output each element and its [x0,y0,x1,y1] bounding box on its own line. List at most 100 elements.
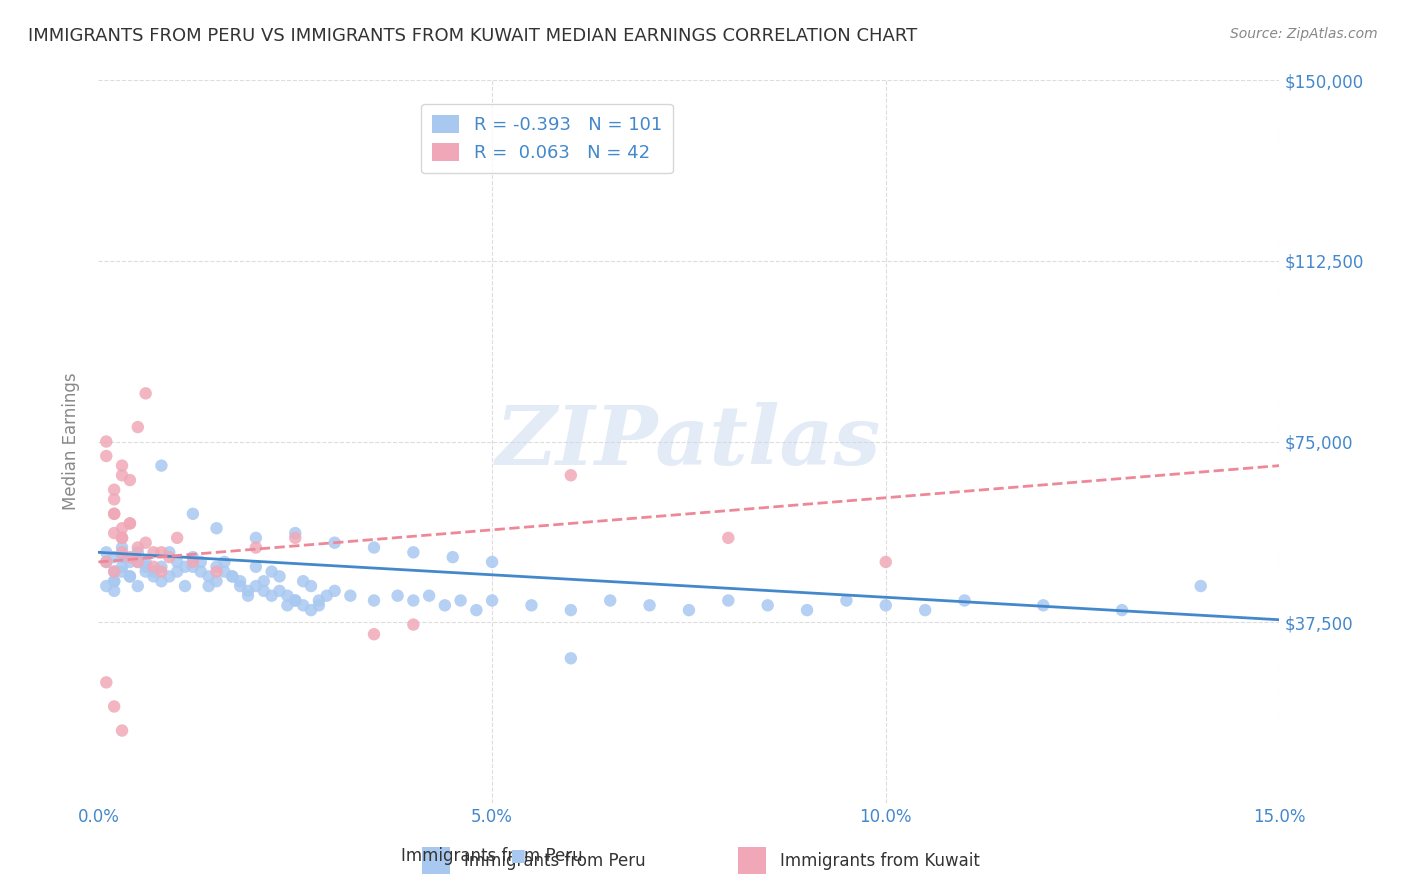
Point [323,535,346,549]
Point [142,559,165,574]
Point [284,526,307,541]
Point [214,555,236,569]
Point [96,579,118,593]
Point [441,550,464,565]
Point [111,723,134,738]
Point [111,458,134,473]
Point [166,531,188,545]
Point [118,516,141,531]
Point [276,589,298,603]
Point [205,565,228,579]
Point [103,565,125,579]
Point [96,449,118,463]
Point [260,565,283,579]
Point [418,589,440,603]
Point [481,555,503,569]
Point [142,545,165,559]
Point [245,559,267,574]
Point [111,550,134,565]
Point [221,569,243,583]
Point [190,555,212,569]
Point [197,569,219,583]
Point [150,545,173,559]
Point [111,545,134,559]
Point [560,468,582,483]
Point [103,699,125,714]
Point [103,550,125,565]
Point [253,574,276,589]
Point [135,565,157,579]
Point [363,593,385,607]
Point [292,599,315,613]
Point [308,599,330,613]
Point [402,593,425,607]
Point [127,420,149,434]
Point [103,483,125,497]
Legend: R = -0.393   N = 101, R =  0.063   N = 42: R = -0.393 N = 101, R = 0.063 N = 42 [422,103,673,173]
Point [135,559,157,574]
Point [181,555,204,569]
Point [717,593,740,607]
Point [135,535,157,549]
Point [111,565,134,579]
Point [299,579,322,593]
Point [402,617,425,632]
Point [157,550,180,565]
Point [103,574,125,589]
Point [118,555,141,569]
Point [111,559,134,574]
Point [450,593,472,607]
Point [236,583,259,598]
Point [157,545,180,559]
Text: Immigrants from Peru: Immigrants from Peru [401,847,583,865]
Point [103,565,125,579]
Point [205,521,228,535]
Point [292,574,315,589]
Point [118,550,141,565]
Point [118,473,141,487]
Point [135,386,157,401]
Point [150,559,173,574]
Bar [422,847,450,874]
Point [308,593,330,607]
Point [96,555,118,569]
Point [835,593,858,607]
Point [214,565,236,579]
Point [221,569,243,583]
Point [127,579,149,593]
Point [1032,599,1054,613]
Y-axis label: Median Earnings: Median Earnings [62,373,80,510]
Point [142,565,165,579]
Point [236,589,259,603]
Point [339,589,361,603]
Point [260,589,283,603]
Point [875,599,897,613]
Point [135,555,157,569]
Text: Immigrants from Kuwait: Immigrants from Kuwait [780,852,980,870]
Point [253,583,276,598]
Point [245,541,267,555]
Point [205,559,228,574]
Point [284,531,307,545]
Point [118,569,141,583]
Point [190,565,212,579]
Point [205,574,228,589]
Point [433,599,456,613]
Point [174,579,197,593]
Point [245,531,267,545]
Point [638,599,661,613]
Point [402,545,425,559]
Point [118,516,141,531]
Point [245,579,267,593]
Point [111,531,134,545]
Point [181,559,204,574]
Point [96,545,118,559]
Point [150,565,173,579]
Text: ZIPatlas: ZIPatlas [496,401,882,482]
Point [181,507,204,521]
Point [465,603,488,617]
Point [103,507,125,521]
Point [1189,579,1212,593]
Point [174,559,197,574]
Bar [738,847,766,874]
